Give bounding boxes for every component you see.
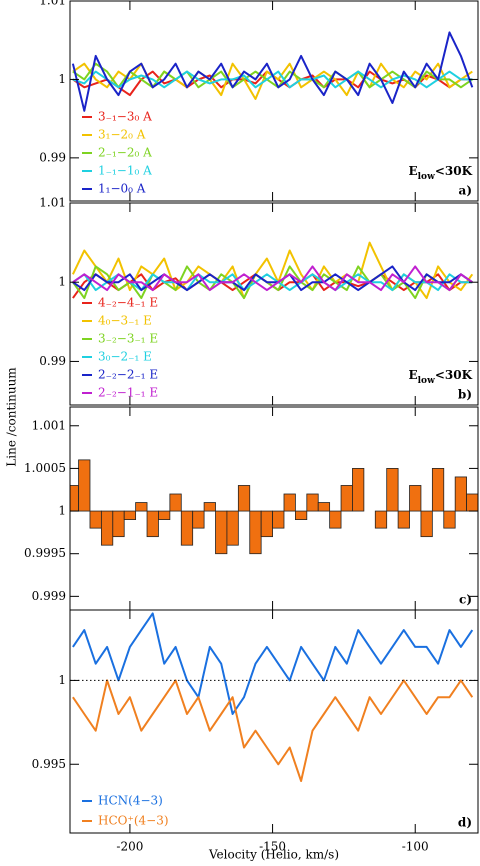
y-tick-label: 1.0005 (24, 461, 66, 475)
bar (123, 510, 137, 520)
bar (352, 468, 365, 512)
bar (283, 493, 296, 512)
panel-label: a) (459, 184, 472, 198)
annotation-part: low (418, 172, 435, 182)
y-tick-label: 0.99 (39, 150, 66, 164)
annotation: Elow<30K (408, 164, 472, 182)
y-tick-label: 0.9995 (24, 546, 66, 560)
x-axis-label: Velocity (Helio, km/s) (208, 848, 339, 862)
y-tick-label: 1.001 (32, 418, 66, 432)
bar (466, 493, 478, 512)
plot-area (70, 459, 478, 555)
panel-frame (69, 609, 479, 834)
annotation-part: low (418, 376, 435, 386)
annotation: Elow<30K (408, 368, 472, 386)
y-tick-label: 0.99 (39, 354, 66, 368)
panel-label: c) (459, 593, 472, 607)
x-tick-label: -100 (402, 840, 429, 854)
bar (100, 510, 114, 546)
bar (374, 510, 388, 529)
bar (386, 468, 399, 512)
annotation-part: <30K (435, 368, 473, 382)
bar (306, 493, 319, 512)
bar (89, 510, 102, 529)
bar (294, 510, 308, 520)
legend-label: 2₋₂−2₋₁ E (98, 368, 158, 382)
spectrum-line (71, 31, 474, 112)
x-tick-label: -150 (259, 840, 286, 854)
bar (431, 468, 445, 512)
legend-label: 2₋₂−1₋₁ E (98, 386, 158, 400)
bar (169, 493, 182, 512)
legend-label: 4₀−3₋₁ E (98, 314, 152, 328)
legend-label: 3₁−2₀ A (98, 128, 146, 142)
annotation-part: E (408, 368, 417, 382)
y-tick-label: 0.995 (32, 757, 66, 771)
y-tick-label: 1 (58, 673, 66, 687)
bar (409, 485, 422, 512)
bar (249, 510, 262, 555)
y-tick-label: 1 (58, 275, 66, 289)
annotation-part: E (408, 164, 417, 178)
legend-label: HCO⁺(4−3) (98, 814, 169, 828)
bar (397, 510, 410, 529)
bar (146, 510, 159, 538)
bar (203, 502, 216, 512)
y-tick-label: 1.01 (39, 0, 66, 8)
legend-label: 2₋₁−2₀ A (98, 146, 152, 160)
spectrum-line (72, 62, 473, 89)
bar (329, 510, 342, 529)
spectrum-line (72, 612, 474, 715)
spectrum-line (72, 265, 473, 292)
bar (454, 476, 467, 512)
spectrum-line (72, 265, 473, 292)
panel-frame (69, 202, 479, 406)
y-tick-label: 1.01 (39, 196, 66, 210)
legend-label: 4₋₂−4₋₁ E (98, 296, 158, 310)
legend-label: 3₋₁−3₀ A (98, 110, 152, 124)
bar (443, 510, 456, 529)
bar (237, 485, 251, 512)
bar (158, 510, 171, 520)
bar (226, 510, 239, 546)
panel-label: d) (458, 816, 472, 830)
bar (192, 510, 205, 529)
bar (420, 510, 433, 538)
legend-label: HCN(4−3) (98, 794, 163, 808)
annotation-part: <30K (435, 164, 473, 178)
bar (70, 485, 79, 512)
bar (317, 502, 331, 512)
panel-label: b) (458, 388, 472, 402)
bar (78, 459, 91, 512)
legend-label: 3₋₂−3₋₁ E (98, 332, 158, 346)
plot-area (71, 241, 474, 300)
bar (260, 510, 273, 538)
legend-label: 1₋₁−1₀ A (98, 164, 152, 178)
plot-area (71, 31, 474, 112)
y-tick-label: 0.999 (32, 589, 66, 603)
y-tick-label: 1 (58, 72, 66, 86)
y-tick-label: 1 (58, 504, 66, 518)
spectrum-line (72, 679, 474, 782)
bar (215, 510, 228, 555)
bar (112, 510, 125, 538)
y-axis-label: Line /continuum (5, 367, 19, 467)
bar (340, 485, 353, 512)
bar (135, 502, 148, 512)
x-tick-label: -200 (116, 840, 143, 854)
legend-label: 3₀−2₋₁ E (98, 350, 152, 364)
legend-label: 1₁−0₀ A (98, 182, 146, 196)
panel-frame (69, 0, 479, 202)
bar (180, 510, 194, 546)
plot-area (72, 612, 474, 782)
bar (272, 510, 285, 529)
